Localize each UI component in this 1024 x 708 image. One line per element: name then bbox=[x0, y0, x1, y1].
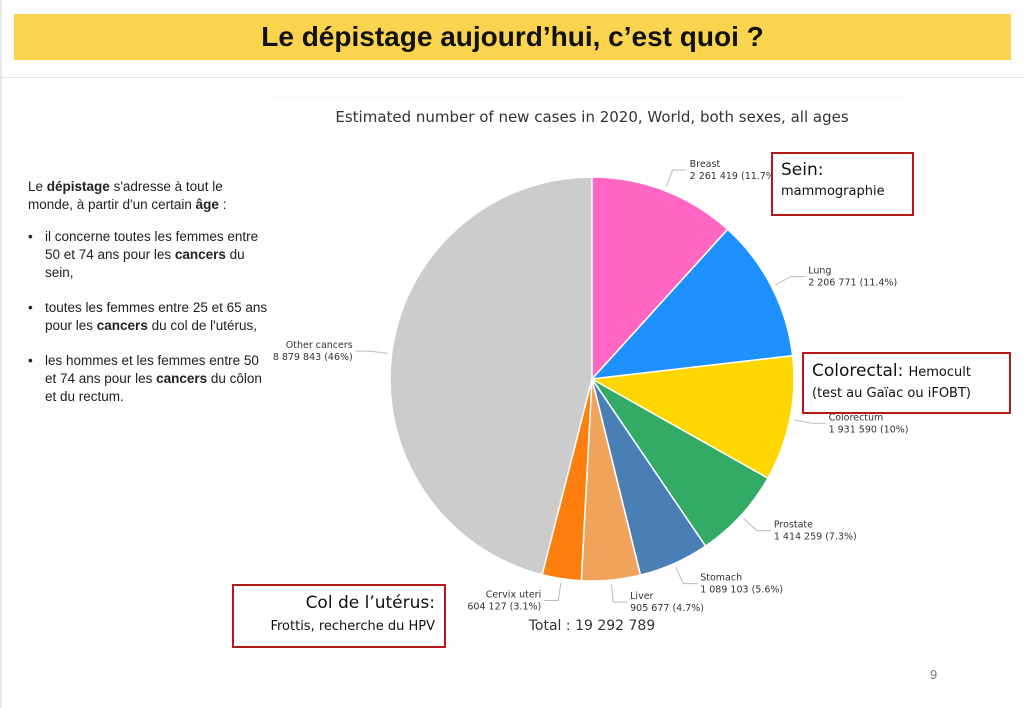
bullet-bold: cancers bbox=[96, 318, 148, 333]
slice-value-cervix-uteri: 604 127 (3.1%) bbox=[467, 601, 541, 612]
title-separator bbox=[0, 77, 1024, 78]
leader-line-prostate bbox=[743, 518, 771, 532]
bullet-icon: • bbox=[28, 229, 33, 244]
callout-colorectal-text: Hemocult bbox=[908, 365, 971, 380]
slice-value-colorectum: 1 931 590 (10%) bbox=[829, 424, 909, 435]
bullet-text: du col de l'utérus, bbox=[147, 318, 257, 333]
leader-line-colorectum bbox=[793, 419, 826, 424]
leader-line-stomach bbox=[675, 566, 698, 585]
callout-breast: Sein: mammographie bbox=[771, 152, 914, 216]
slice-label-cervix-uteri: Cervix uteri bbox=[486, 589, 541, 600]
leader-line-liver bbox=[610, 584, 628, 603]
slice-value-stomach: 1 089 103 (5.6%) bbox=[700, 585, 783, 596]
pie-slice-lung bbox=[590, 228, 794, 380]
callout-breast-text: mammographie bbox=[781, 184, 885, 199]
slice-label-stomach: Stomach bbox=[700, 573, 742, 584]
bullet-text: il concerne toutes les femmes entre 50 e… bbox=[45, 229, 259, 262]
bullet-text: les hommes et les femmes entre 50 et 74 … bbox=[45, 353, 259, 386]
pie-chart-panel: Estimated number of new cases in 2020, W… bbox=[272, 100, 911, 646]
slice-label-colorectum: Colorectum bbox=[829, 412, 884, 423]
chart-total-label: Total : 19 292 789 bbox=[528, 618, 655, 634]
bullet-bold: cancers bbox=[174, 247, 226, 262]
leader-line-cervix-uteri bbox=[544, 582, 562, 601]
list-item: • les hommes et les femmes entre 50 et 74… bbox=[28, 352, 268, 406]
bullet-text: toutes les femmes entre 25 et 65 ans pou… bbox=[45, 300, 268, 333]
intro-text-3: : bbox=[218, 197, 227, 212]
pie-chart: Estimated number of new cases in 2020, W… bbox=[273, 108, 909, 634]
pie-slice-breast bbox=[591, 176, 729, 381]
bullet-text: du côlon et du rectum. bbox=[45, 371, 262, 404]
slice-value-prostate: 1 414 259 (7.3%) bbox=[774, 532, 857, 543]
leader-line-breast bbox=[665, 169, 687, 187]
leader-line-lung bbox=[774, 276, 806, 286]
slice-label-other-cancers: Other cancers bbox=[286, 340, 353, 351]
bullet-icon: • bbox=[28, 353, 33, 368]
slice-label-liver: Liver bbox=[630, 591, 653, 602]
slice-label-breast: Breast bbox=[690, 159, 721, 170]
bullet-list: • il concerne toutes les femmes entre 50 … bbox=[28, 228, 268, 406]
page-number: 9 bbox=[930, 667, 938, 682]
callout-cervix-text: Frottis, recherche du HPV bbox=[270, 619, 435, 634]
slide-title: Le dépistage aujourd’hui, c’est quoi ? bbox=[261, 21, 764, 52]
slice-label-lung: Lung bbox=[808, 266, 831, 277]
bullet-text: du sein, bbox=[45, 247, 245, 280]
callout-cervix: Col de l’utérus: Frottis, recherche du H… bbox=[232, 584, 446, 648]
slice-label-prostate: Prostate bbox=[774, 520, 813, 531]
slice-value-liver: 905 677 (4.7%) bbox=[630, 603, 704, 614]
callout-cervix-title: Col de l’utérus: bbox=[305, 593, 435, 613]
callout-colorectal-title: Colorectal: bbox=[812, 361, 904, 381]
intro-bold-1: dépistage bbox=[46, 179, 110, 194]
callout-breast-title: Sein: bbox=[781, 160, 824, 180]
list-item: • toutes les femmes entre 25 et 65 ans po… bbox=[28, 299, 268, 335]
bullet-bold: cancers bbox=[156, 371, 208, 386]
title-bar: Le dépistage aujourd’hui, c’est quoi ? bbox=[14, 14, 1011, 60]
intro-bold-2: âge bbox=[195, 197, 219, 212]
slice-value-other-cancers: 8 879 843 (46%) bbox=[273, 352, 353, 363]
intro-text-2: s'adresse à tout le monde, à partir d'un… bbox=[28, 179, 223, 212]
callout-colorectal-subtext: (test au Gaïac ou iFOBT) bbox=[812, 386, 971, 401]
screening-description: Le dépistage s'adresse à tout le monde, … bbox=[28, 178, 268, 423]
chart-title: Estimated number of new cases in 2020, W… bbox=[335, 108, 848, 126]
intro-paragraph: Le dépistage s'adresse à tout le monde, … bbox=[28, 178, 268, 214]
slice-value-breast: 2 261 419 (11.7%) bbox=[690, 171, 779, 182]
pie-slice-colorectum bbox=[589, 354, 795, 480]
bullet-icon: • bbox=[28, 300, 33, 315]
callout-colorectal: Colorectal: Hemocult (test au Gaïac ou i… bbox=[802, 352, 1011, 414]
slice-value-lung: 2 206 771 (11.4%) bbox=[808, 278, 897, 289]
leader-line-other-cancers bbox=[355, 350, 388, 354]
intro-text-1: Le bbox=[28, 179, 47, 194]
list-item: • il concerne toutes les femmes entre 50 … bbox=[28, 228, 268, 282]
pie-slice-other-cancers bbox=[389, 176, 593, 576]
